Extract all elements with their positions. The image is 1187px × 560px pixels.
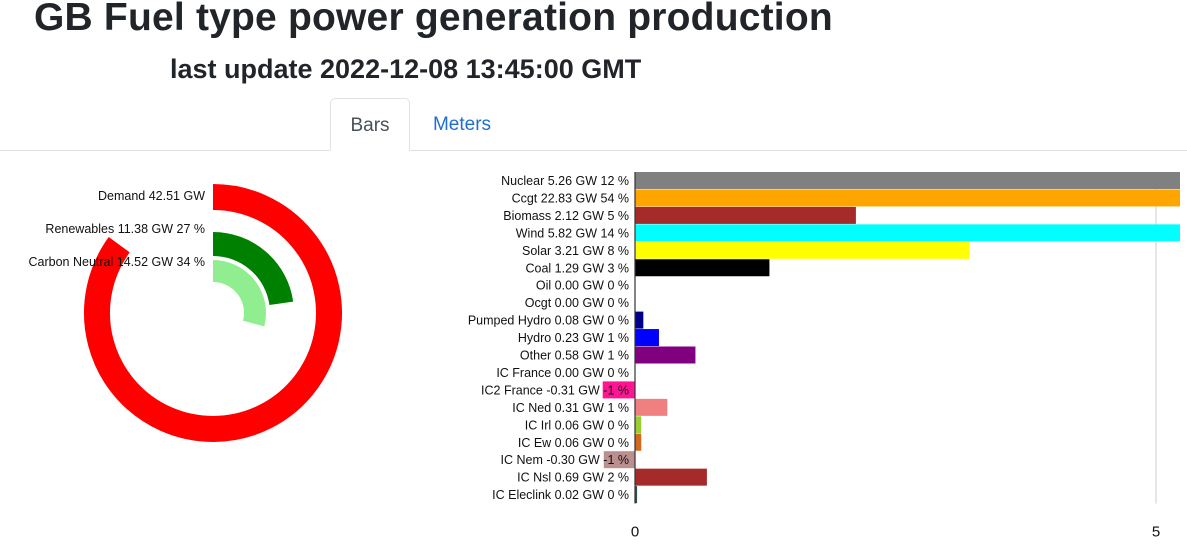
- bar-label: Ocgt 0.00 GW 0 %: [525, 296, 629, 310]
- bar-wind: [635, 224, 1180, 242]
- radial-label: Carbon Neutral 14.52 GW 34 %: [29, 255, 205, 269]
- bar-ic-ned: [635, 398, 668, 416]
- bar-ic-ew: [635, 433, 642, 451]
- bar-label: IC Ned 0.31 GW 1 %: [512, 401, 629, 415]
- bar-label: Pumped Hydro 0.08 GW 0 %: [468, 314, 629, 328]
- bar-pumped-hydro: [635, 311, 644, 329]
- bar-label: Ccgt 22.83 GW 54 %: [512, 191, 629, 205]
- bar-label: IC France 0.00 GW 0 %: [496, 366, 629, 380]
- bar-ic-nem: [603, 451, 635, 469]
- radial-arc-renewables: [212, 232, 294, 306]
- fuel-type-bar-chart: Nuclear 5.26 GW 12 % Ccgt 22.83 GW 54 % Bi…: [468, 172, 1180, 540]
- bar-label: Coal 1.29 GW 3 %: [525, 261, 629, 275]
- bar-other: [635, 346, 696, 364]
- bar-label: IC Nem -0.30 GW -1 %: [501, 453, 630, 467]
- tab-bars[interactable]: Bars: [330, 98, 410, 151]
- bar-label: IC Ew 0.06 GW 0 %: [518, 436, 629, 450]
- radial-label: Renewables 11.38 GW 27 %: [45, 222, 205, 236]
- bar-ic-nsl: [635, 468, 707, 486]
- tab-bar: Bars Meters: [0, 98, 1187, 151]
- bar-ic-eleclink: [635, 486, 638, 504]
- radial-arc-carbon-neutral: [212, 260, 266, 327]
- tab-meters[interactable]: Meters: [432, 114, 492, 135]
- page-title: GB Fuel type power generation production: [34, 0, 833, 39]
- bar-label: Wind 5.82 GW 14 %: [516, 226, 629, 240]
- x-tick-label: 5: [1152, 524, 1160, 540]
- last-update-subtitle: last update 2022-12-08 13:45:00 GMT: [170, 54, 642, 84]
- bar-label: Oil 0.00 GW 0 %: [536, 279, 629, 293]
- radial-label: Demand 42.51 GW: [98, 189, 205, 203]
- bar-label: Hydro 0.23 GW 1 %: [518, 331, 629, 345]
- x-tick-label: 0: [631, 524, 639, 540]
- bar-label: Biomass 2.12 GW 5 %: [503, 209, 629, 223]
- bar-hydro: [635, 329, 659, 347]
- bar-label: Nuclear 5.26 GW 12 %: [501, 174, 629, 188]
- bar-coal: [635, 259, 770, 277]
- demand-radial-chart: Demand 42.51 GW Renewables 11.38 GW 27 % C…: [29, 184, 342, 442]
- bar-label: IC Nsl 0.69 GW 2 %: [517, 471, 629, 485]
- bar-ic-irl: [635, 416, 642, 434]
- bar-ccgt: [635, 189, 1180, 207]
- bar-label: Solar 3.21 GW 8 %: [522, 244, 629, 258]
- bar-label: IC2 France -0.31 GW -1 %: [481, 383, 629, 397]
- bar-label: IC Irl 0.06 GW 0 %: [525, 418, 629, 432]
- bar-solar: [635, 241, 970, 259]
- bar-nuclear: [635, 172, 1180, 189]
- bar-label: IC Eleclink 0.02 GW 0 %: [492, 488, 629, 502]
- bar-biomass: [635, 206, 856, 224]
- radial-arc-demand: [84, 184, 342, 442]
- bar-label: Other 0.58 GW 1 %: [520, 349, 629, 363]
- bar-ic2-france: [602, 381, 635, 399]
